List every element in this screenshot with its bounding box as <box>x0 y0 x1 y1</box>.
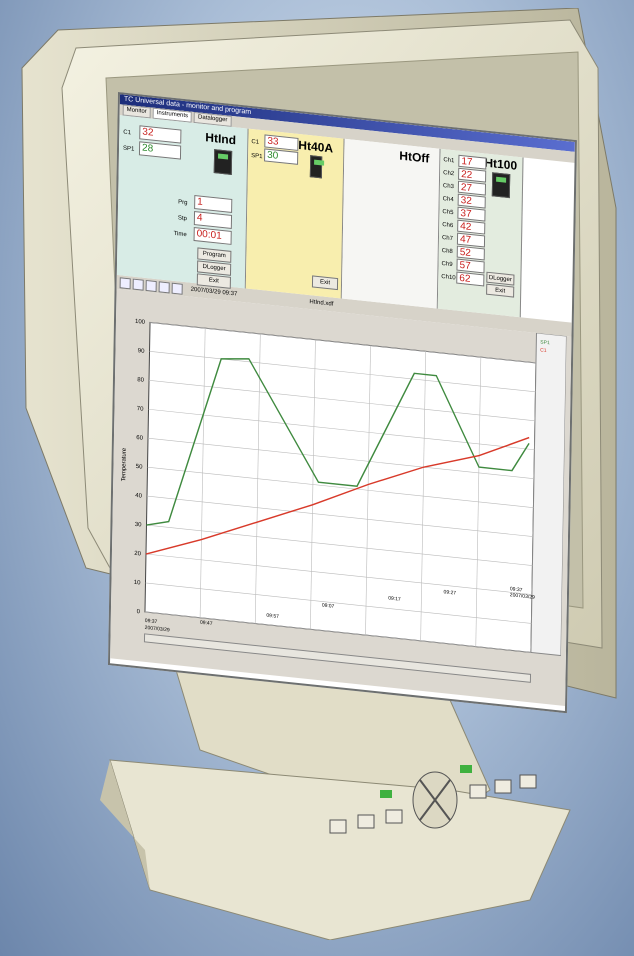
htoff-title: HtOff <box>399 148 430 166</box>
y-tick-label: 10 <box>134 580 141 587</box>
application-window: TC Universal data - monitor and program … <box>107 92 577 714</box>
channel-label: Ch1 <box>443 157 455 165</box>
y-tick-label: 80 <box>137 377 144 384</box>
list-icon[interactable] <box>171 282 183 295</box>
ht100-exit-button[interactable]: Exit <box>486 283 515 298</box>
y-tick-label: 90 <box>138 348 145 355</box>
channel-label: Ch9 <box>441 260 453 269</box>
channel-label: Ch7 <box>441 235 454 243</box>
zoom-icon[interactable] <box>132 278 144 291</box>
htind-stp-value[interactable]: 4 <box>193 210 233 229</box>
htind-title: HtInd <box>205 130 237 148</box>
channel-label: Ch2 <box>443 170 455 178</box>
gridline-y <box>146 524 533 566</box>
channel-label: Ch6 <box>442 222 454 230</box>
gridline-y <box>145 582 532 624</box>
series-line-c1 <box>145 436 530 555</box>
open-icon[interactable] <box>145 279 157 292</box>
y-tick-label: 20 <box>134 551 141 558</box>
gridline-x <box>254 333 261 624</box>
channel-value: 62 <box>456 271 485 287</box>
ht40a-sp1-label: SP1 <box>251 152 263 161</box>
ht40a-exit-button[interactable]: Exit <box>311 275 339 291</box>
x-tick-label: 09:07 <box>322 602 335 609</box>
channel-label: Ch8 <box>441 248 453 256</box>
htind-time-value: 00:01 <box>193 226 232 245</box>
controller-device-icon <box>309 155 323 179</box>
htind-panel: HtInd C1 32 SP1 28 Prg 1 Stp 4 Time 00:0… <box>116 115 249 289</box>
legend-entry: C1 <box>540 347 547 354</box>
settings-icon[interactable] <box>158 280 170 293</box>
y-tick-label: 40 <box>135 493 142 500</box>
ht100-title: Ht100 <box>484 155 518 173</box>
gridline-y <box>147 466 534 508</box>
htind-c1-value: 32 <box>139 125 182 144</box>
chart-filename: HtInd.xdf <box>309 299 334 308</box>
gridline-y <box>148 408 535 451</box>
horizontal-scrollbar <box>143 633 532 683</box>
y-tick-label: 50 <box>136 464 143 471</box>
channel-label: Ch5 <box>442 209 454 217</box>
x-tick-label: 2007/03/29 <box>145 625 170 634</box>
channel-label: Ch3 <box>442 183 454 191</box>
htind-c1-label: C1 <box>123 129 132 137</box>
ht40a-sp1-value[interactable]: 30 <box>264 148 299 165</box>
gridline-y <box>144 611 531 653</box>
ht100-panel: Ht100 Ch1 17 Ch2 22 Ch3 27 Ch4 32 Ch5 37 Ch6 42 Ch7 4… <box>437 148 524 318</box>
x-tick-label: 09:37 <box>510 586 523 593</box>
x-tick-label: 2007/03/29 <box>510 592 535 601</box>
y-tick-label: 60 <box>136 435 143 442</box>
y-tick-label: 70 <box>137 406 144 413</box>
gridline-y <box>150 322 536 364</box>
gridline-x <box>310 339 316 630</box>
htind-sp1-value[interactable]: 28 <box>138 141 182 160</box>
gridline-y <box>148 437 534 480</box>
x-tick-label: 09:47 <box>200 620 213 627</box>
htind-time-label: Time <box>173 230 187 239</box>
htind-sp1-label: SP1 <box>122 145 135 153</box>
legend-panel <box>530 332 567 657</box>
gridline-y <box>149 351 536 393</box>
chart-area: 0 10 20 30 40 50 60 70 80 90 100 Temperature SP1 C1 09… <box>110 288 572 706</box>
controller-device-icon <box>213 149 233 175</box>
x-tick-label: 09:17 <box>388 595 401 602</box>
htind-prg-label: Prg <box>178 199 188 207</box>
gridline-x <box>475 357 482 647</box>
x-tick-label: 09:37 <box>145 618 158 625</box>
gridline-y <box>145 553 532 595</box>
channel-label: Ch4 <box>442 196 454 204</box>
channel-label: Ch10 <box>441 273 456 282</box>
controller-device-icon <box>491 172 511 199</box>
gridline-y <box>146 495 533 537</box>
htoff-panel: HtOff <box>341 138 441 309</box>
gridline-y <box>149 379 535 422</box>
y-tick-label: 0 <box>137 609 141 615</box>
y-tick-label: 100 <box>135 319 146 326</box>
ht40a-panel: Ht40A C1 33 SP1 30 Exit <box>245 128 345 299</box>
htind-stp-label: Stp <box>177 215 187 223</box>
ht40a-c1-label: C1 <box>251 139 260 146</box>
legend-entry: SP1 <box>540 339 550 346</box>
series-line-sp1 <box>146 358 530 526</box>
y-axis-label: Temperature <box>121 447 128 482</box>
gridline-x <box>365 345 371 636</box>
y-tick-label: 30 <box>135 522 142 529</box>
gridline-x <box>420 351 427 641</box>
htind-prg-value[interactable]: 1 <box>194 195 233 213</box>
ht40a-title: Ht40A <box>298 137 334 156</box>
x-tick-label: 09:57 <box>266 613 279 620</box>
print-icon[interactable] <box>119 276 131 289</box>
gridline-x <box>199 328 206 618</box>
x-tick-label: 09:27 <box>444 589 457 596</box>
